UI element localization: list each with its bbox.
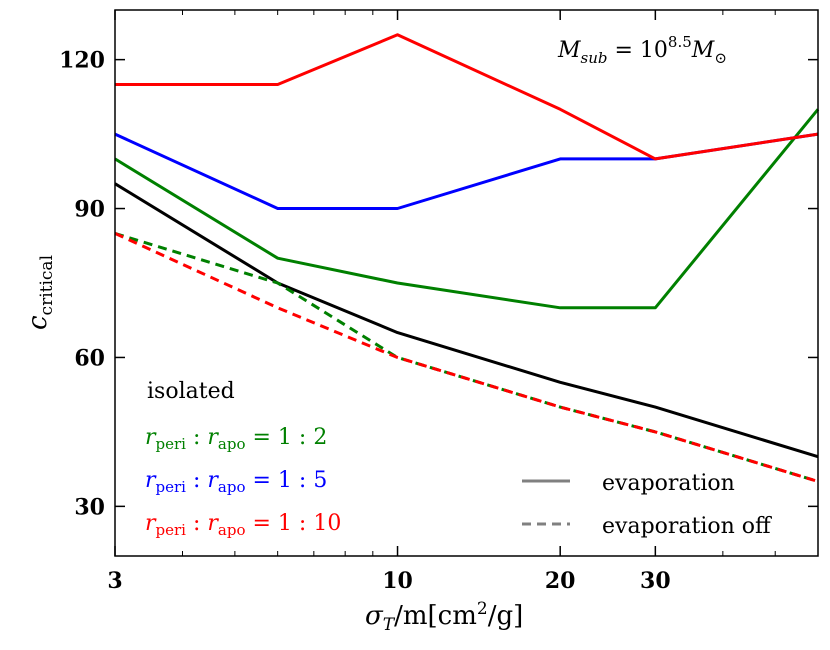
annotation-m: M [557,38,581,63]
legend-ratio-1-2-value: 1 : 2 [278,425,327,450]
legend-evaporation: evaporation [602,471,735,496]
legend-ratio-1-5: rperi : rapo = 1 : 5 [145,468,327,496]
color-legend: isolated rperi : rapo = 1 : 2 rperi : ra… [145,379,341,539]
series-line-5 [114,232,819,483]
legend-ratio-1-5-value: 1 : 5 [278,468,327,493]
annotation-eq: = 10 [608,38,668,63]
y-axis-label: ccritical [23,255,57,330]
plot-frame [114,9,819,557]
annotation-sub: sub [581,49,608,67]
x-tick-label: 20 [545,568,576,594]
annotation-exp: 8.5 [668,33,692,51]
legend-ratio-1-2: rperi : rapo = 1 : 2 [145,425,327,453]
svg-text:ccritical: ccritical [23,255,57,330]
legend-ratio-1-10-value: 1 : 10 [278,511,341,536]
annotation-sun: ⊙ [714,49,727,67]
series-line-0 [114,182,819,459]
legend-isolated: isolated [147,379,235,404]
subhalo-mass-annotation: Msub = 108.5M⊙ [557,33,727,67]
series-line-1 [114,108,820,310]
x-tick-label: 10 [382,568,413,594]
x-tick-label: 3 [107,568,122,594]
annotation-m2: M [691,38,715,63]
y-tick-label: 60 [74,345,105,371]
legend-evaporation-off: evaporation off [602,514,772,539]
style-legend: evaporation evaporation off [522,471,772,539]
legend-ratio-1-10: rperi : rapo = 1 : 10 [145,511,341,539]
y-tick-label: 120 [59,48,105,74]
y-tick-label: 30 [74,494,105,520]
y-tick-label: 90 [74,197,105,223]
x-axis-label: σT/m[cm2/g] [365,599,523,635]
series-layer [114,33,820,483]
x-tick-label: 30 [640,568,671,594]
series-line-3 [115,33,819,161]
tick-layer: 3 10 20 30 30 60 90 120 [59,10,818,594]
